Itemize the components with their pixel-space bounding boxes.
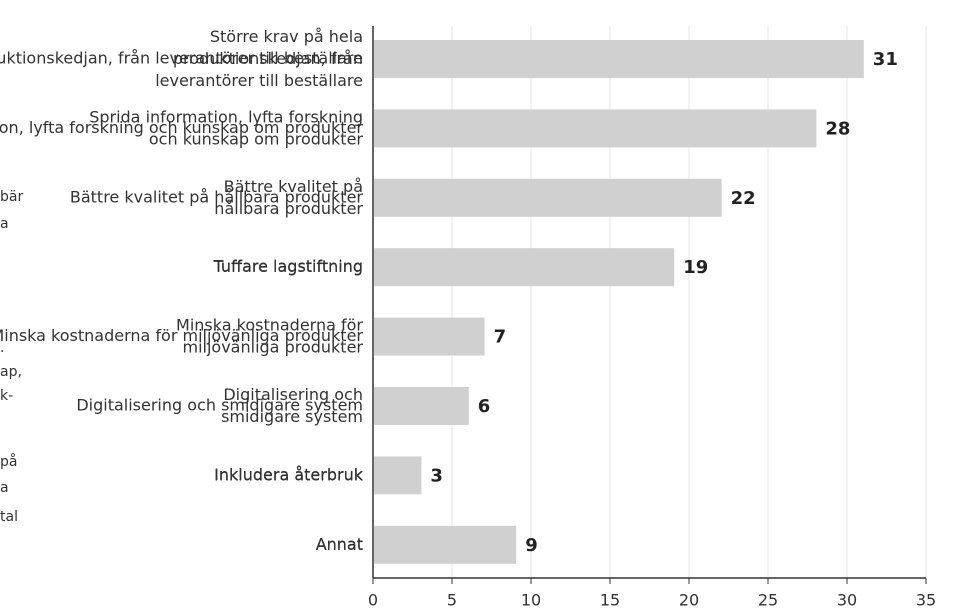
side-text: k- xyxy=(0,388,13,404)
value-label: 28 xyxy=(825,118,850,139)
x-tick-label: 10 xyxy=(521,591,541,610)
value-label: 19 xyxy=(683,257,708,278)
bar xyxy=(374,456,422,495)
category-label: Minska kostnaderna för miljövänliga prod… xyxy=(0,315,363,356)
side-text: a xyxy=(0,216,9,232)
x-tick-label: 15 xyxy=(600,591,620,610)
category-label: Bättre kvalitet på hållbara produkterBät… xyxy=(70,176,364,217)
bar xyxy=(374,317,485,356)
category-label: AnnatAnnat xyxy=(316,534,363,553)
side-text: a xyxy=(0,480,9,496)
x-tick-label: 30 xyxy=(837,591,857,610)
bar xyxy=(374,109,817,148)
side-text: tal xyxy=(0,509,18,525)
bar xyxy=(374,178,722,217)
value-label: 3 xyxy=(430,465,443,486)
side-text: . xyxy=(0,340,4,356)
side-text: ap, xyxy=(0,364,22,380)
x-tick-label: 5 xyxy=(447,591,457,610)
side-text: på xyxy=(0,453,17,470)
x-tick-label: 20 xyxy=(679,591,699,610)
value-label: 7 xyxy=(494,327,507,348)
side-text: bär xyxy=(0,189,23,205)
bar xyxy=(374,525,517,564)
category-label: Inkludera återbrukInkludera återbruk xyxy=(214,465,364,484)
bar xyxy=(374,40,864,78)
value-label: 31 xyxy=(873,49,898,70)
category-label: Digitalisering och smidigare systemDigit… xyxy=(76,385,363,426)
bar xyxy=(374,387,469,425)
x-tick-label: 0 xyxy=(368,591,378,610)
x-tick-label: 25 xyxy=(758,591,778,610)
x-tick-label: 35 xyxy=(916,591,936,610)
category-label: Sprida information, lyfta forskning och … xyxy=(0,107,363,148)
category-label: Större krav på hela produktionskedjan, f… xyxy=(0,27,363,90)
value-label: 9 xyxy=(525,535,538,556)
category-label: Tuffare lagstiftningTuffare lagstiftning xyxy=(213,257,363,276)
value-label: 6 xyxy=(478,396,491,417)
value-label: 22 xyxy=(731,188,756,209)
bar xyxy=(374,248,675,287)
